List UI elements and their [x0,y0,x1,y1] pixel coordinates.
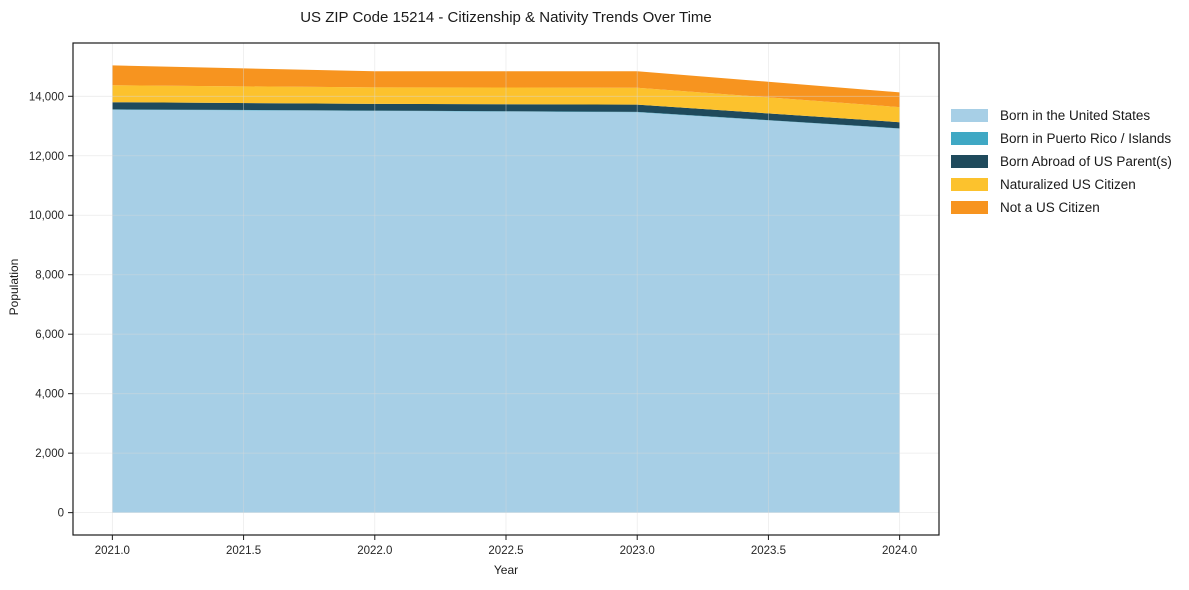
y-tick-label: 12,000 [29,151,64,163]
legend-swatch [951,178,988,191]
legend-swatch [951,201,988,214]
y-tick-label: 8,000 [35,270,64,282]
legend-label: Not a US Citizen [1000,200,1100,215]
y-tick-label: 10,000 [29,210,64,222]
legend-item: Born Abroad of US Parent(s) [951,150,1172,173]
legend-item: Born in the United States [951,104,1172,127]
x-tick-label: 2021.5 [226,545,261,557]
legend-swatch [951,132,988,145]
area-series-2 [112,102,900,129]
x-tick-label: 2023.0 [620,545,655,557]
x-tick-label: 2022.5 [488,545,523,557]
y-tick-label: 2,000 [35,448,64,460]
chart-title: US ZIP Code 15214 - Citizenship & Nativi… [300,9,712,26]
legend-swatch [951,155,988,168]
y-tick-label: 4,000 [35,389,64,401]
y-tick-label: 14,000 [29,91,64,103]
legend-label: Born in Puerto Rico / Islands [1000,131,1172,146]
x-tick-label: 2023.5 [751,545,786,557]
legend-item: Born in Puerto Rico / Islands [951,127,1172,150]
x-tick-label: 2024.0 [882,545,917,557]
y-axis-label: Population [7,258,21,316]
legend-swatch [951,109,988,122]
y-tick-label: 6,000 [35,329,64,341]
legend: Born in the United States Born in Puerto … [951,104,1172,219]
legend-item: Not a US Citizen [951,196,1172,219]
legend-label: Born in the United States [1000,108,1151,123]
legend-label: Born Abroad of US Parent(s) [1000,154,1172,169]
legend-label: Naturalized US Citizen [1000,177,1136,192]
y-tick-label: 0 [58,508,64,520]
legend-item: Naturalized US Citizen [951,173,1172,196]
x-tick-label: 2022.0 [357,545,392,557]
x-axis-label: Year [493,563,519,577]
x-tick-label: 2021.0 [95,545,130,557]
